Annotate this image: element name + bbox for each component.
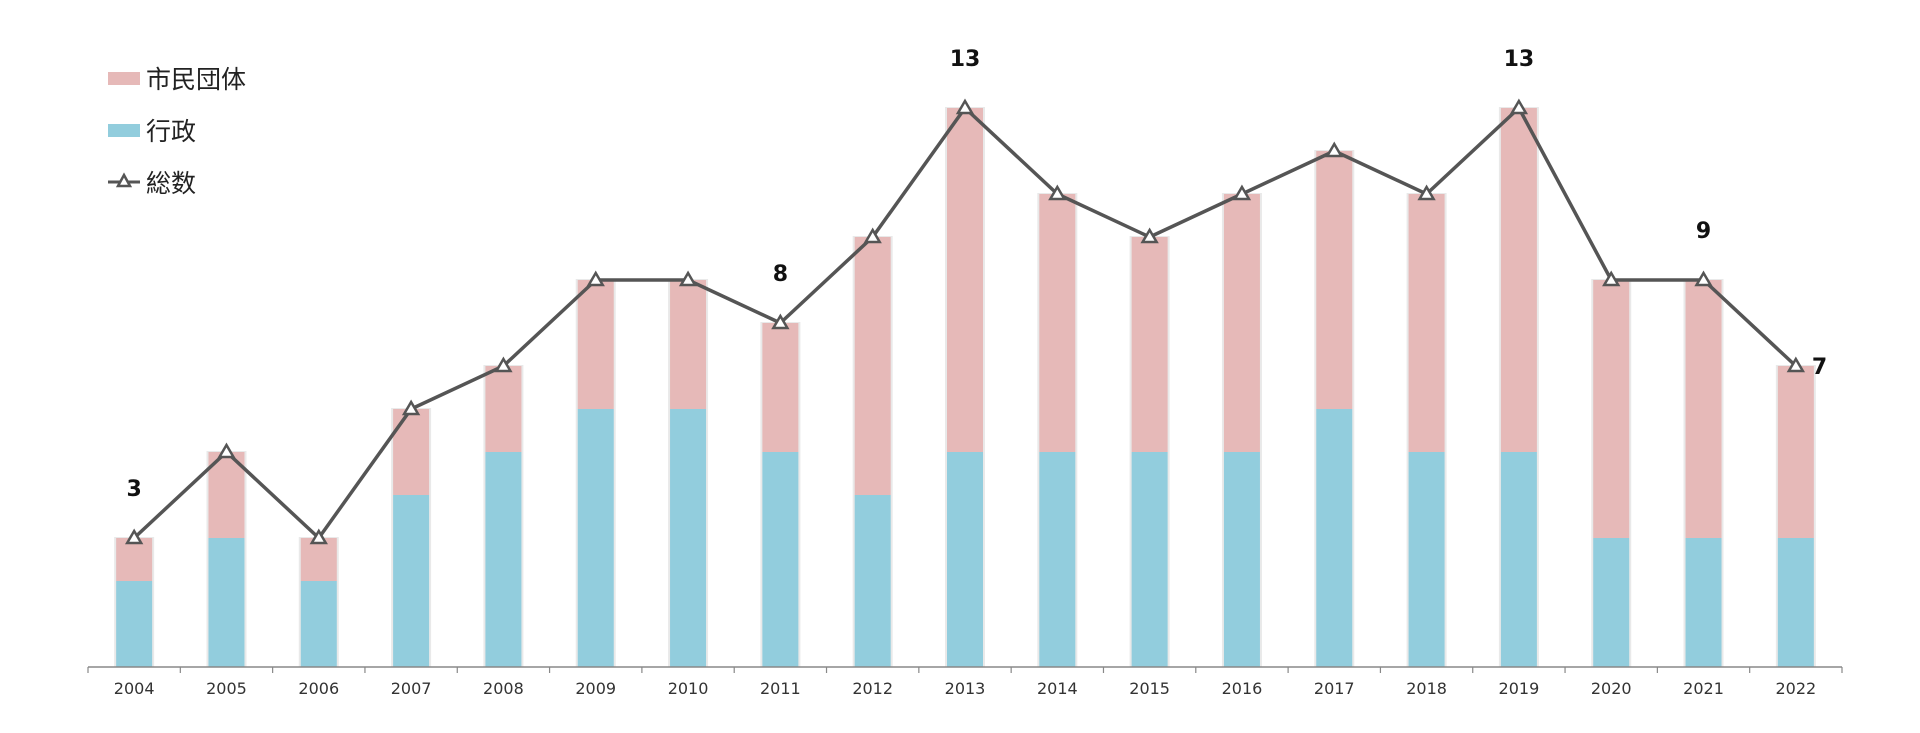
bar-citizen-2009 (577, 280, 614, 409)
data-label-2019: 13 (1504, 47, 1535, 72)
total-marker-2015 (1140, 227, 1159, 244)
bar-citizen-2016 (1223, 194, 1260, 452)
total-marker-2005 (217, 442, 236, 459)
total-marker-2016 (1232, 184, 1252, 201)
bar-citizen-2017 (1316, 151, 1353, 409)
bar-government-2018 (1408, 452, 1445, 667)
bar-government-2011 (762, 452, 799, 667)
bar-government-2004 (116, 581, 153, 667)
bar-government-2020 (1593, 538, 1630, 667)
legend-item-total: 総数 (108, 156, 246, 208)
x-axis: 2004 2005 2006 2007 2008 2009 2010 2011 2012 2013… (87, 666, 1843, 698)
total-marker-2012 (863, 227, 882, 244)
legend-item-citizen: 市民団体 (108, 52, 246, 104)
total-marker-2006 (309, 528, 328, 545)
legend-swatch-government (108, 123, 140, 137)
bar-citizen-2005 (208, 452, 245, 538)
bar-citizen-2018 (1408, 194, 1445, 452)
total-marker-2008 (494, 356, 513, 373)
total-marker-2009 (586, 270, 605, 287)
x-tick-label-2016: 2016 (1222, 679, 1263, 698)
data-labels-layer: 3 8 13 13 9 7 (127, 47, 1828, 502)
x-tick-label-2021: 2021 (1683, 679, 1724, 698)
bars-layer (114, 107, 1816, 667)
total-marker-2013 (955, 98, 975, 115)
data-label-2011: 8 (773, 262, 788, 287)
bar-government-2019 (1500, 452, 1537, 667)
bar-government-2017 (1316, 409, 1353, 667)
data-label-2013: 13 (950, 47, 981, 72)
legend-label-citizen: 市民団体 (146, 65, 247, 94)
bar-government-2008 (485, 452, 522, 667)
x-tick-label-2020: 2020 (1591, 679, 1632, 698)
bar-citizen-2020 (1593, 280, 1630, 538)
bar-citizen-2007 (393, 409, 430, 495)
total-marker-2021 (1694, 270, 1713, 287)
x-tick-label-2012: 2012 (852, 679, 893, 698)
total-marker-2018 (1417, 184, 1436, 201)
x-tick-label-2014: 2014 (1037, 679, 1078, 698)
bar-citizen-2010 (670, 280, 707, 409)
bar-government-2014 (1039, 452, 1076, 667)
bar-citizen-2019 (1500, 108, 1537, 452)
bar-government-2007 (393, 495, 430, 667)
total-marker-2019 (1509, 98, 1529, 115)
bar-citizen-2008 (485, 366, 522, 452)
total-marker-2007 (401, 399, 421, 416)
total-marker-2014 (1048, 184, 1067, 201)
bar-citizen-2015 (1131, 237, 1168, 452)
bar-citizen-2006 (300, 538, 337, 581)
x-tick-label-2011: 2011 (760, 679, 801, 698)
legend: 市民団体 行政 総数 (108, 52, 246, 208)
data-label-2004: 3 (127, 477, 142, 502)
x-tick-label-2022: 2022 (1775, 679, 1816, 698)
x-tick-label-2005: 2005 (206, 679, 247, 698)
bar-citizen-2014 (1039, 194, 1076, 452)
x-tick-label-2015: 2015 (1129, 679, 1170, 698)
bar-citizen-2012 (854, 237, 891, 495)
legend-item-government: 行政 (108, 104, 246, 156)
bar-government-2010 (670, 409, 707, 667)
bar-citizen-2011 (762, 323, 799, 452)
x-tick-label-2010: 2010 (668, 679, 709, 698)
bar-government-2013 (947, 452, 983, 667)
x-tick-label-2008: 2008 (483, 679, 524, 698)
total-marker-2011 (771, 313, 790, 330)
bar-citizen-2013 (947, 108, 983, 452)
legend-swatch-citizen (108, 71, 140, 85)
total-marker-2022 (1786, 356, 1806, 373)
x-tick-label-2017: 2017 (1314, 679, 1355, 698)
bar-citizen-2021 (1685, 280, 1722, 538)
x-tick-label-2009: 2009 (575, 679, 616, 698)
x-tick-label-2004: 2004 (114, 679, 155, 698)
x-tick-label-2007: 2007 (391, 679, 432, 698)
legend-label-total: 総数 (146, 169, 197, 198)
bar-government-2016 (1223, 452, 1260, 667)
data-label-2022: 7 (1812, 355, 1827, 380)
x-tick-label-2018: 2018 (1406, 679, 1447, 698)
x-tick-label-2013: 2013 (945, 679, 986, 698)
total-line-layer (124, 98, 1806, 545)
bar-government-2012 (854, 495, 891, 667)
bar-citizen-2004 (116, 538, 153, 581)
bar-government-2009 (577, 409, 614, 667)
bar-government-2005 (208, 538, 245, 667)
total-marker-2010 (678, 270, 698, 287)
total-marker-2020 (1602, 270, 1621, 287)
total-marker-2004 (124, 528, 144, 545)
total-marker-2017 (1325, 141, 1344, 158)
legend-label-government: 行政 (146, 117, 197, 146)
x-tick-label-2006: 2006 (298, 679, 339, 698)
bar-government-2021 (1685, 538, 1722, 667)
data-label-2021: 9 (1696, 219, 1711, 244)
x-tick-label-2019: 2019 (1499, 679, 1540, 698)
bar-government-2022 (1777, 538, 1814, 667)
legend-line-triangle-icon (108, 172, 140, 188)
bar-citizen-2022 (1777, 366, 1814, 538)
bar-government-2006 (300, 581, 337, 667)
bar-government-2015 (1131, 452, 1168, 667)
